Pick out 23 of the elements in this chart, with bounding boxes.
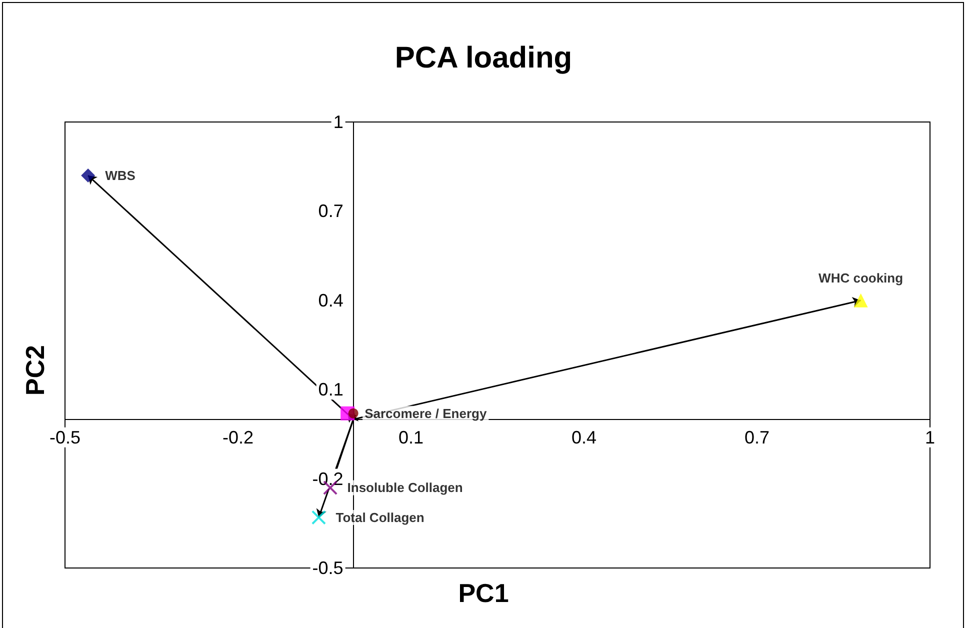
x-tick-label: 0.4 <box>571 427 597 448</box>
y-tick-label: 0.7 <box>318 201 344 222</box>
x-tick-label: 0.7 <box>744 427 770 448</box>
y-tick-label: -0.5 <box>312 558 344 578</box>
x-tick-label: 1 <box>924 427 936 448</box>
x-axis-title: PC1 <box>458 578 509 608</box>
point <box>81 168 96 183</box>
series-label: Insoluble Collagen <box>347 480 463 496</box>
chart-title: PCA loading <box>394 42 572 74</box>
y-tick-label: 0.1 <box>318 380 344 400</box>
series-label: WHC cooking <box>818 270 904 286</box>
y-tick-label: 0.4 <box>318 290 344 310</box>
series-label: WBS <box>105 168 136 184</box>
y-tick-label: 1 <box>333 112 344 132</box>
x-tick-label: 0.1 <box>398 427 424 448</box>
y-tick-label: -0.2 <box>312 468 344 489</box>
series-label: Sarcomere / Energy <box>364 406 488 421</box>
y-axis-title: PC2 <box>20 345 50 396</box>
point <box>312 510 326 524</box>
x-tick-label: -0.2 <box>222 427 254 448</box>
x-tick-label: -0.5 <box>49 427 81 448</box>
series-label: Total Collagen <box>336 510 424 525</box>
point <box>854 293 868 308</box>
